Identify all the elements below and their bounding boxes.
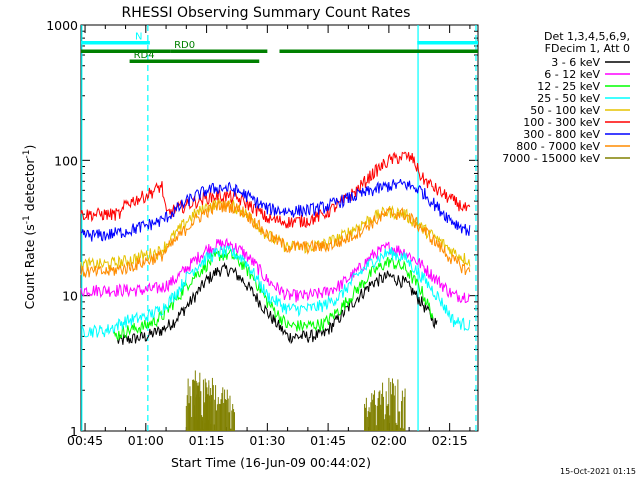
data-series-6	[80, 178, 471, 242]
legend-label-5: 100 - 300 keV	[523, 116, 600, 129]
x-tick-label: 01:00	[128, 433, 164, 448]
data-series-0	[117, 261, 438, 345]
x-tick-label: 01:45	[310, 433, 346, 448]
y-tick-label: 100	[54, 153, 78, 168]
flag-bar-label: RD4	[134, 50, 155, 61]
legend-label-8: 7000 - 15000 keV	[502, 152, 600, 165]
x-tick-label: 02:00	[371, 433, 407, 448]
y-tick-label: 10	[62, 289, 78, 304]
data-series-3	[80, 244, 471, 338]
y-axis-label-suffix: )	[22, 145, 37, 150]
legend-header-line-1: Det 1,3,4,5,6,9,	[544, 30, 630, 43]
flag-bar-label: RD0	[174, 40, 195, 51]
legend-label-4: 50 - 100 keV	[530, 104, 600, 117]
y-axis-label: Count Rate (s-1 detector-1)	[22, 145, 37, 310]
plot-frame	[80, 24, 479, 432]
flag-bar-label: N	[135, 32, 142, 43]
y-axis-label-prefix: Count Rate (s	[22, 224, 37, 309]
legend-label-3: 25 - 50 keV	[537, 92, 600, 105]
legend: Det 1,3,4,5,6,9, FDecim 1, Att 0 3 - 6 k…	[502, 30, 630, 165]
legend-label-1: 6 - 12 keV	[544, 68, 600, 81]
data-series-7	[80, 200, 471, 278]
x-tick-label: 00:45	[67, 433, 103, 448]
y-tick-label: 1000	[46, 18, 78, 33]
y-axis-label-sup2: -1	[22, 150, 32, 159]
legend-header-line-2: FDecim 1, Att 0	[545, 42, 630, 55]
legend-label-0: 3 - 6 keV	[551, 56, 600, 69]
x-tick-label: 01:15	[189, 433, 225, 448]
y-tick-label: 1	[70, 424, 78, 439]
legend-label-7: 800 - 7000 keV	[516, 140, 600, 153]
data-series-5	[80, 151, 471, 229]
plot-area: 00:45 01:00 01:15 01:30 01:45 02:00 02:15 1 10 10…	[46, 18, 479, 448]
footer-stamp: 15-Oct-2021 01:15	[560, 467, 636, 476]
x-tick-label: 02:15	[432, 433, 468, 448]
data-series-4	[80, 197, 471, 273]
legend-label-6: 300 - 800 keV	[523, 128, 600, 141]
chart-title: RHESSI Observing Summary Count Rates	[122, 5, 411, 21]
x-axis-label: Start Time (16-Jun-09 00:44:02)	[171, 455, 371, 470]
legend-label-2: 12 - 25 keV	[537, 80, 600, 93]
x-tick-label: 01:30	[249, 433, 285, 448]
y-axis-label-sup1: -1	[22, 215, 32, 224]
y-axis-label-mid: detector	[22, 158, 37, 216]
